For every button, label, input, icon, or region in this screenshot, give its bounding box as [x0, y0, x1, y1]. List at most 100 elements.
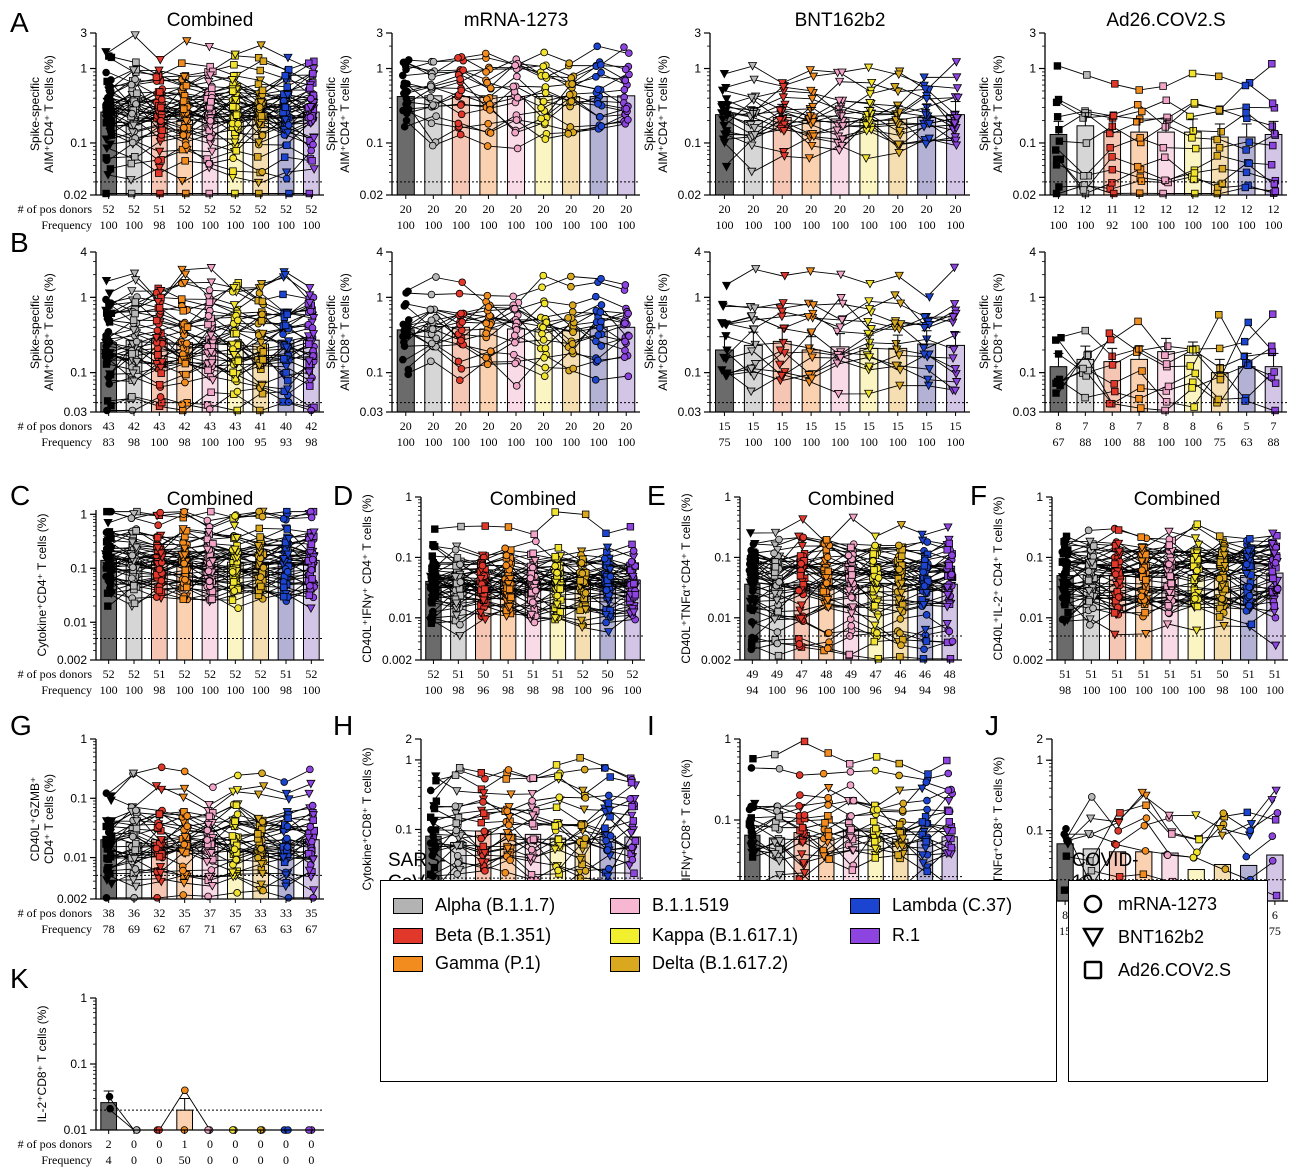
data-point: [107, 402, 115, 410]
data-point: [895, 541, 903, 550]
data-point: [104, 289, 115, 299]
frequency-value: 100: [617, 435, 635, 449]
pos-donor-count: 5: [1244, 419, 1250, 433]
data-point: [509, 82, 518, 91]
data-point: [807, 374, 817, 384]
data-point: [568, 308, 577, 316]
frequency-value: 63: [1241, 435, 1253, 449]
data-point: [205, 71, 216, 80]
data-point: [869, 557, 877, 565]
data-point: [948, 637, 957, 646]
data-point: [592, 337, 600, 346]
data-point: [717, 109, 727, 118]
data-point: [486, 129, 495, 137]
data-point: [602, 586, 611, 594]
pos-donor-count: 52: [427, 667, 439, 681]
data-point: [779, 349, 790, 358]
data-point: [1052, 389, 1060, 397]
data-point: [153, 298, 163, 307]
data-point: [806, 328, 817, 338]
data-point: [258, 86, 267, 95]
data-point: [1269, 141, 1277, 150]
panel-letter: G: [10, 710, 32, 741]
data-point: [775, 535, 783, 544]
data-point: [895, 565, 903, 574]
frequency-value: 100: [574, 683, 592, 697]
data-point: [103, 99, 111, 108]
chart-title: mRNA-1273: [464, 10, 569, 31]
data-point: [1213, 189, 1222, 198]
data-point: [105, 140, 115, 150]
pos-donor-count: 52: [128, 202, 140, 216]
y-tick-label: 0.02: [1013, 188, 1037, 202]
pos-donor-count: 43: [103, 419, 115, 433]
data-point: [102, 360, 111, 368]
data-point: [501, 544, 509, 553]
data-point: [1268, 60, 1276, 68]
data-point: [432, 586, 440, 595]
chart-panel: Spike-specific AIM⁺CD8⁺ T cells (%) 0.03 0.…: [642, 245, 970, 449]
data-point: [807, 94, 817, 104]
pos-donor-count: 52: [128, 667, 140, 681]
data-point: [179, 595, 187, 603]
frequency-value: 100: [226, 435, 244, 449]
data-point: [101, 48, 111, 57]
data-point: [1064, 580, 1072, 588]
frequency-value: 100: [744, 435, 762, 449]
data-point: [513, 72, 521, 81]
data-point: [253, 178, 264, 188]
data-point: [621, 76, 630, 85]
data-point: [864, 362, 875, 372]
data-point: [1052, 146, 1060, 154]
pos-donor-count: 52: [627, 667, 639, 681]
data-point: [834, 77, 845, 87]
data-point: [307, 540, 316, 548]
data-point: [529, 549, 537, 557]
data-point: [775, 116, 785, 125]
data-point: [1268, 567, 1277, 576]
data-point: [234, 604, 242, 612]
data-point: [280, 593, 288, 601]
data-point: [129, 269, 140, 279]
pos-donor-count: 51: [1269, 667, 1281, 681]
data-point: [1111, 560, 1119, 568]
frequency-value: 100: [397, 435, 415, 449]
data-point: [776, 371, 787, 381]
data-point: [836, 294, 846, 303]
data-point: [205, 159, 213, 168]
data-point: [780, 271, 790, 281]
data-point: [156, 363, 166, 373]
data-point: [1159, 144, 1168, 152]
data-point: [255, 103, 264, 111]
data-point: [898, 552, 906, 560]
pos-donor-count: 52: [204, 667, 216, 681]
donor-line: [724, 61, 956, 92]
y-tick-label: 0.03: [64, 405, 88, 419]
y-tick-label: 0.1: [714, 550, 731, 564]
data-point: [203, 516, 212, 525]
data-point: [155, 586, 164, 595]
data-point: [1137, 177, 1146, 185]
data-point: [592, 73, 600, 81]
data-point: [1215, 72, 1223, 81]
frequency-value: 100: [1184, 218, 1202, 232]
data-point: [305, 591, 313, 599]
y-tick-label: 4: [1029, 245, 1036, 259]
data-point: [920, 582, 929, 590]
data-point: [181, 117, 191, 126]
data-point: [952, 73, 962, 82]
data-point: [304, 357, 314, 366]
data-point: [602, 618, 610, 627]
data-point: [206, 264, 216, 273]
frequency-value: 100: [831, 435, 849, 449]
data-point: [428, 552, 436, 560]
frequency-value: 100: [1211, 218, 1229, 232]
frequency-value: 100: [252, 218, 270, 232]
data-point: [1242, 168, 1251, 177]
data-point: [510, 350, 518, 359]
data-point: [180, 559, 188, 568]
data-point: [948, 354, 958, 363]
data-point: [103, 406, 111, 415]
data-point: [722, 110, 732, 120]
data-point: [281, 321, 290, 330]
